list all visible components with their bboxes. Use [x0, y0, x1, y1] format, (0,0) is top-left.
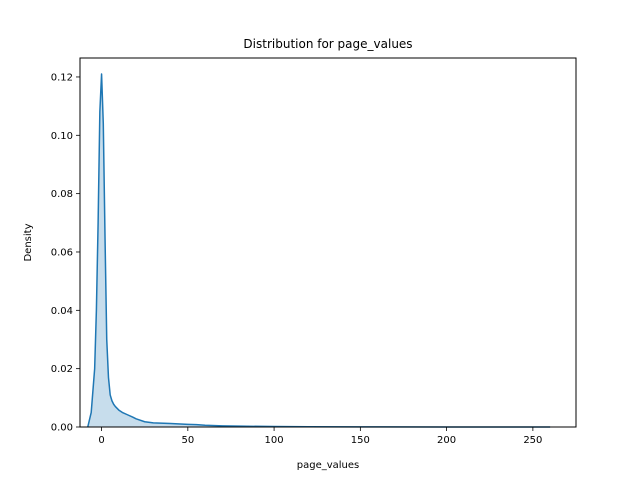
y-tick-label: 0.06: [51, 247, 73, 258]
y-axis: 0.00 0.02 0.04 0.06 0.08 0.10 0.12: [51, 72, 80, 434]
y-tick-label: 0.00: [51, 423, 73, 434]
y-tick-label: 0.08: [51, 189, 73, 200]
x-tick-label: 200: [437, 435, 456, 446]
y-tick-label: 0.10: [51, 131, 73, 142]
x-tick-label: 100: [265, 435, 284, 446]
x-tick-label: 0: [98, 435, 104, 446]
chart-title: Distribution for page_values: [243, 37, 412, 51]
plot-frame: [79, 57, 577, 428]
density-line: [87, 73, 551, 428]
density-fill-area: [87, 74, 551, 427]
y-tick-label: 0.04: [51, 306, 73, 317]
y-tick-label: 0.02: [51, 364, 73, 375]
y-tick-label: 0.12: [51, 72, 73, 83]
x-axis-label: page_values: [297, 460, 360, 471]
x-axis: 0 50 100 150 200 250: [98, 427, 542, 446]
x-tick-label: 50: [181, 435, 194, 446]
plot-area: [87, 73, 551, 428]
x-tick-label: 150: [351, 435, 370, 446]
y-axis-label: Density: [23, 223, 34, 261]
x-tick-label: 250: [523, 435, 542, 446]
